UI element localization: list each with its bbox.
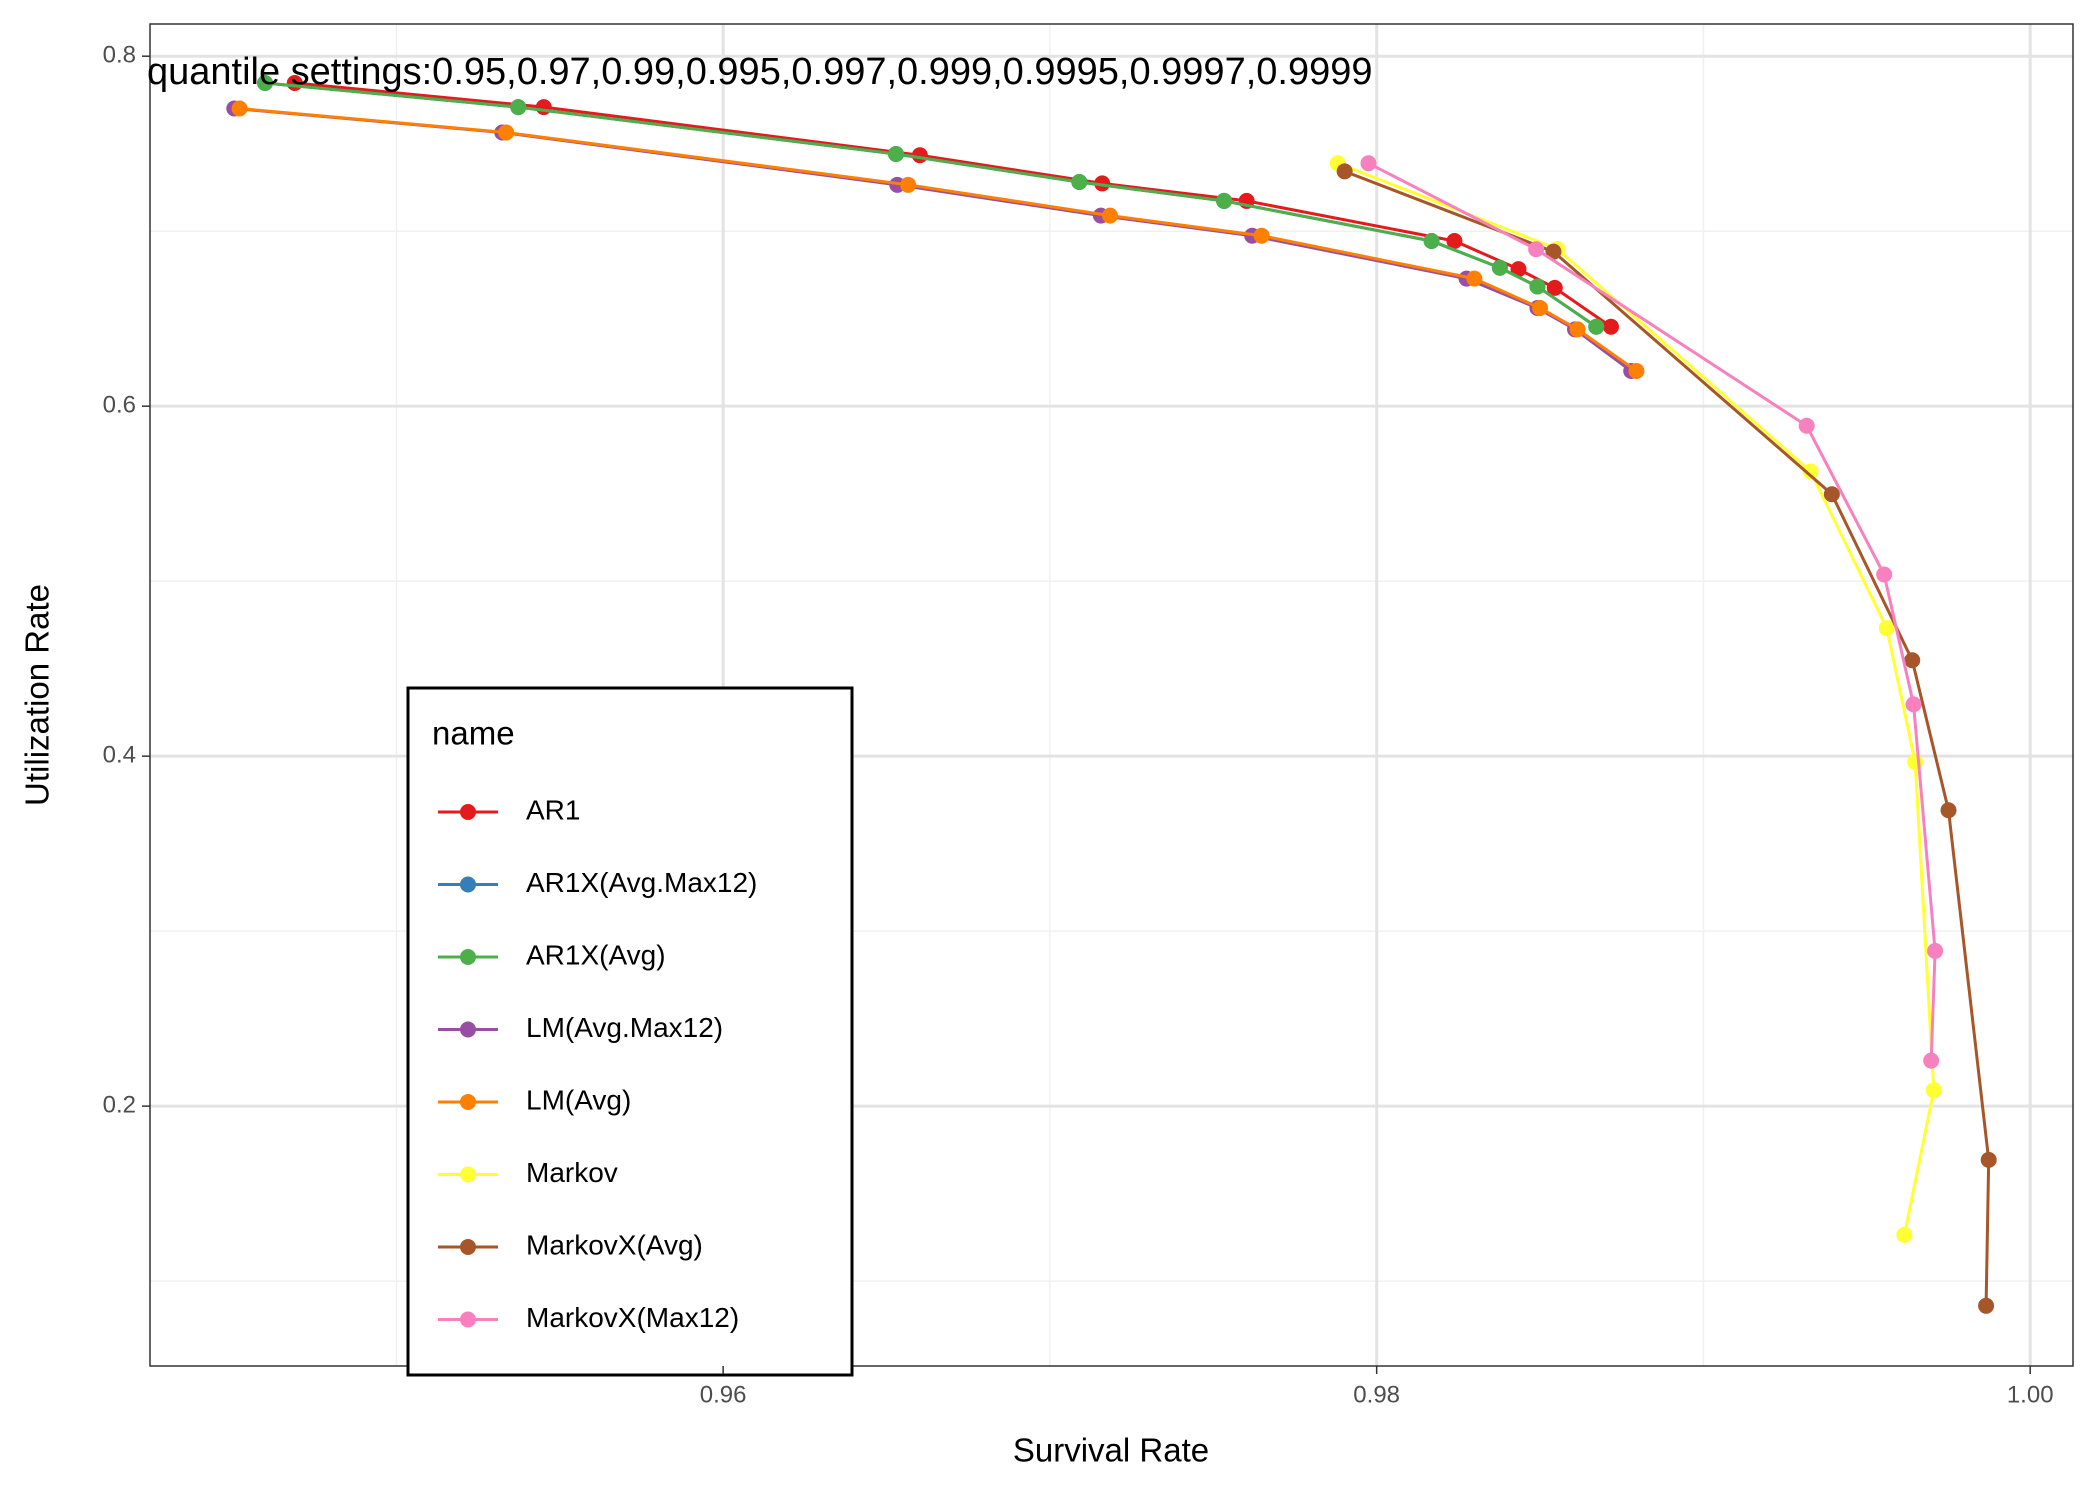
point [1216, 192, 1233, 209]
point [1532, 300, 1549, 317]
point [1876, 566, 1893, 583]
point [498, 124, 515, 141]
legend: name AR1 AR1X(Avg.Max12) AR1X(Avg) LM(Avg.M… [406, 686, 854, 1377]
point [1528, 241, 1545, 258]
point [1628, 363, 1645, 380]
point [1904, 652, 1921, 669]
legend-label: LM(Avg) [526, 1084, 631, 1115]
point [1940, 802, 1957, 819]
point [1253, 227, 1270, 244]
legend-label: AR1 [526, 794, 580, 825]
legend-label: AR1X(Avg.Max12) [526, 867, 757, 898]
x-tick-label: 1.00 [2007, 1381, 2054, 1408]
point [1878, 620, 1895, 637]
point [1907, 754, 1924, 771]
point [1802, 463, 1819, 480]
point [257, 74, 274, 91]
point [1980, 1151, 1997, 1168]
point [1923, 1052, 1940, 1069]
point [1798, 417, 1815, 434]
plot-border [149, 23, 2074, 1367]
point [1925, 1082, 1942, 1099]
point [1569, 321, 1586, 338]
point [1588, 318, 1605, 335]
y-axis-title: Utilization Rate [19, 584, 56, 806]
point [1529, 278, 1546, 295]
point [1510, 261, 1527, 278]
point [1978, 1297, 1995, 1314]
point [887, 146, 904, 163]
legend-label: LM(Avg.Max12) [526, 1012, 723, 1043]
point [231, 100, 248, 117]
point [1336, 163, 1353, 180]
point [1466, 270, 1483, 287]
point [1602, 318, 1619, 335]
point [1545, 243, 1562, 260]
point [1546, 279, 1563, 296]
point [1823, 486, 1840, 503]
point [1446, 232, 1463, 249]
legend-label: AR1X(Avg) [526, 939, 666, 970]
legend-box [406, 686, 854, 1377]
y-tick-label: 0.6 [103, 392, 136, 419]
legend-key-point [460, 1239, 476, 1255]
legend-key-point [460, 1166, 476, 1183]
y-tick-label: 0.4 [103, 742, 136, 769]
plot-marks [226, 74, 1997, 1314]
point [1896, 1226, 1913, 1243]
point [1905, 696, 1922, 713]
legend-label: MarkovX(Avg) [526, 1229, 703, 1260]
legend-key-point [460, 1094, 476, 1110]
point [900, 176, 917, 193]
point [1927, 942, 1944, 959]
point [1094, 175, 1111, 192]
point [510, 99, 527, 116]
legend-title: name [432, 715, 515, 752]
point [1360, 155, 1377, 172]
annotation: quantile settings:0.95,0.97,0.99,0.995,0… [147, 51, 1372, 93]
y-tick-label: 0.8 [103, 42, 136, 69]
x-tick-label: 0.96 [700, 1381, 747, 1408]
legend-label: Markov [526, 1157, 618, 1188]
legend-key-point [460, 1311, 476, 1328]
legend-key-point [460, 804, 476, 820]
x-tick-label: 0.98 [1353, 1381, 1400, 1408]
x-axis-title: Survival Rate [1013, 1432, 1209, 1469]
y-tick-label: 0.2 [103, 1091, 136, 1118]
point [535, 99, 552, 116]
point [1423, 232, 1440, 249]
point [1491, 259, 1508, 276]
legend-key-point [460, 949, 476, 965]
legend-key-point [460, 876, 476, 893]
point [911, 147, 928, 164]
legend-label: MarkovX(Max12) [526, 1302, 739, 1333]
point [1071, 174, 1088, 191]
legend-key-point [460, 1021, 476, 1038]
point [1102, 207, 1119, 224]
